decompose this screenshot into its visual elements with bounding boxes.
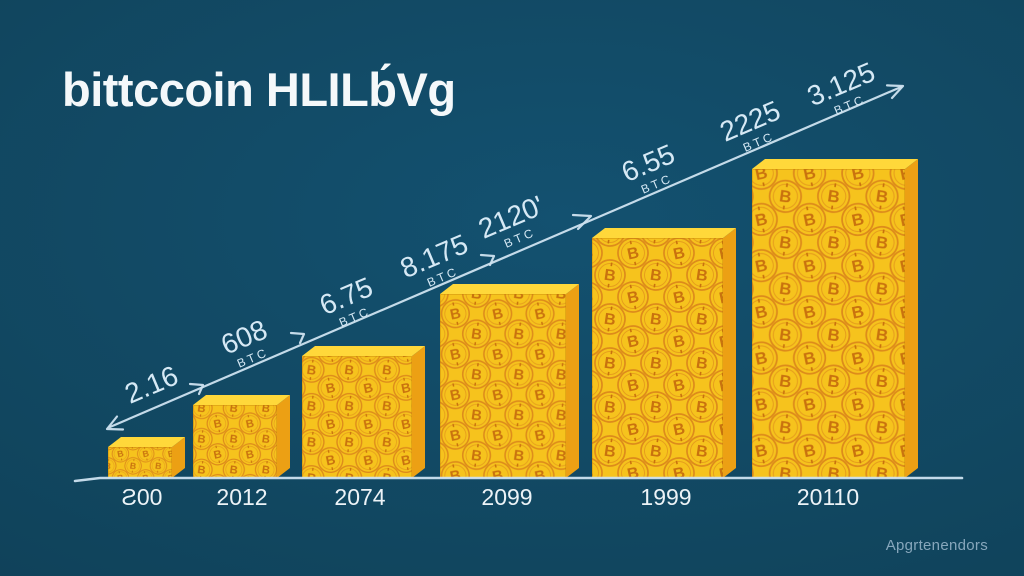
arrowhead-left-icon (105, 415, 125, 431)
bar (108, 437, 185, 478)
x-tick-label: 2012 (216, 484, 268, 510)
chevron-tick-icon (188, 382, 205, 396)
x-tick-label: 2099 (481, 484, 533, 510)
bar-series (108, 159, 918, 478)
trend-arrow-line (108, 85, 903, 429)
watermark-text: Apgrtenendors (885, 537, 988, 554)
chevron-tick-icon (479, 253, 496, 267)
arrowhead-right-icon (885, 84, 905, 100)
x-tick-label: Ƨ00 (121, 484, 163, 510)
chart-title: bittccoin HLILb́Vg (62, 63, 456, 116)
bar (193, 395, 290, 478)
x-tick-label: 20110 (796, 484, 860, 510)
chevron-tick-icon (571, 213, 593, 231)
bar (302, 346, 425, 478)
bar (440, 284, 579, 478)
bar (752, 159, 918, 478)
x-tick-label: 1999 (640, 484, 692, 510)
x-axis-line (73, 476, 964, 483)
chevron-tick-icon (289, 331, 306, 345)
x-tick-label: 2074 (334, 484, 386, 510)
trend-arrow (105, 84, 905, 431)
bar (592, 228, 736, 478)
